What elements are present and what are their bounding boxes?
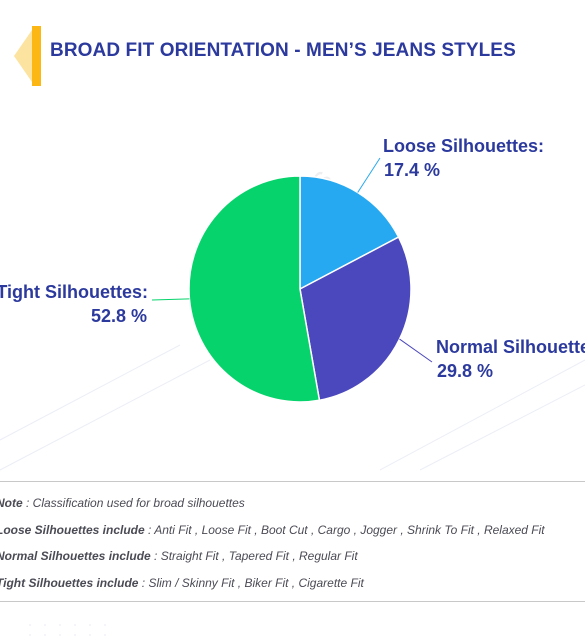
note-loose-label: Loose Silhouettes include (0, 523, 145, 537)
slice-label-loose-value: 17.4 % (384, 160, 440, 180)
note-loose-text: : Anti Fit , Loose Fit , Boot Cut , Carg… (144, 523, 545, 537)
notes-panel: Note : Classification used for broad sil… (0, 481, 585, 602)
page-title: BROAD FIT ORIENTATION - MEN’S JEANS STYL… (50, 40, 516, 61)
leader-line-loose (357, 157, 381, 193)
pie-slices (188, 175, 412, 403)
note-text: : Classification used for broad silhouet… (22, 496, 245, 510)
slice-label-normal-name: Normal Silhouettes: (436, 337, 585, 357)
pie-chart: Loose Silhouettes: 17.4 % Normal Silhoue… (0, 136, 585, 403)
note-tight-label: Tight Silhouettes include (0, 576, 139, 590)
note-loose: Loose Silhouettes include : Anti Fit , L… (0, 523, 545, 537)
note-label: Note (0, 496, 23, 510)
note-normal-text: : Straight Fit , Tapered Fit , Regular F… (150, 549, 358, 563)
slice-label-loose-name: Loose Silhouettes: (383, 136, 544, 156)
leader-lines (151, 157, 433, 363)
slice-label-tight-name: Tight Silhouettes: (0, 282, 148, 302)
header-accent-icon (14, 26, 41, 86)
leader-line-tight (151, 298, 190, 301)
slice-label-tight-value: 52.8 % (91, 306, 147, 326)
leader-line-normal (399, 338, 433, 363)
note-tight-text: : Slim / Skinny Fit , Biker Fit , Cigare… (138, 576, 364, 590)
note-tight: Tight Silhouettes include : Slim / Skinn… (0, 576, 364, 590)
note-normal: Normal Silhouettes include : Straight Fi… (0, 549, 358, 563)
slice-label-normal-value: 29.8 % (437, 361, 493, 381)
note-line: Note : Classification used for broad sil… (0, 496, 245, 510)
note-normal-label: Normal Silhouettes include (0, 549, 151, 563)
pie-slice-tight (188, 175, 321, 403)
